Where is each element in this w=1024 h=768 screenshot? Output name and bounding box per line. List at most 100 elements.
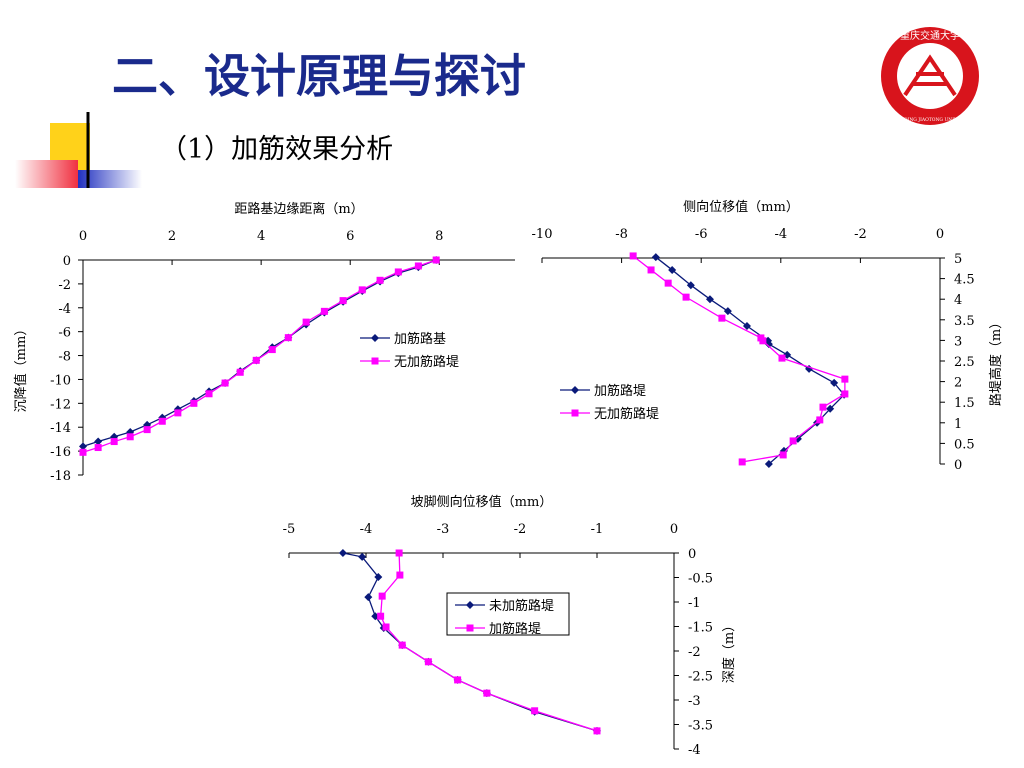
marker [374, 573, 383, 582]
marker [571, 409, 579, 417]
legend-label: 未加筋路堤 [489, 598, 554, 614]
x-tick-label: -10 [532, 227, 553, 242]
x-tick-label: -8 [615, 227, 628, 242]
x-tick-label: 8 [435, 229, 443, 244]
marker [424, 658, 432, 666]
marker [686, 281, 695, 290]
y-tick-label: 2.5 [954, 355, 975, 370]
marker [841, 390, 849, 398]
series-line [82, 259, 437, 453]
legend-label: 无加筋路堤 [594, 406, 659, 422]
marker [629, 252, 637, 260]
marker [268, 346, 276, 354]
marker [358, 286, 366, 294]
y-tick-label: -1.5 [688, 621, 713, 636]
y-axis-title: 路堤高度（m） [988, 316, 1004, 406]
marker [778, 354, 786, 362]
marker [364, 593, 373, 602]
marker [358, 552, 367, 561]
y-tick-label: 0 [688, 547, 696, 562]
x-tick-label: 6 [346, 229, 354, 244]
marker [841, 375, 849, 383]
x-tick-label: -2 [854, 227, 867, 242]
x-tick-label: -4 [360, 522, 373, 537]
marker [158, 417, 166, 425]
x-tick-label: -2 [514, 522, 527, 537]
marker [174, 409, 182, 417]
y-tick-label: 0.5 [954, 437, 975, 452]
y-tick-label: -1 [688, 596, 701, 611]
y-tick-label: -18 [50, 469, 71, 484]
marker [396, 571, 404, 579]
marker [94, 444, 102, 452]
logo-name: 重庆交通大学 [900, 29, 960, 42]
marker [742, 321, 751, 330]
marker [826, 404, 835, 413]
marker [738, 458, 746, 466]
marker [94, 437, 103, 446]
logo: 重庆交通大学 CHONGQING JIAOTONG UNIVERSITY [881, 27, 979, 125]
marker [252, 356, 260, 364]
legend-label: 加筋路堤 [489, 621, 541, 637]
deco-bar [15, 160, 78, 188]
y-tick-label: 1.5 [954, 396, 975, 411]
series-line [342, 552, 598, 732]
marker [378, 592, 386, 600]
marker [284, 334, 292, 342]
marker [651, 253, 660, 262]
marker [466, 624, 474, 632]
y-tick-label: 3 [954, 334, 962, 349]
legend-label: 加筋路基 [394, 331, 446, 347]
x-tick-label: -5 [283, 522, 296, 537]
marker [432, 256, 440, 264]
marker [338, 549, 347, 557]
marker [394, 268, 402, 276]
y-tick-label: 4 [954, 293, 962, 308]
marker [816, 416, 824, 424]
x-tick-label: -1 [591, 522, 604, 537]
x-axis-title: 侧向位移值（mm） [683, 199, 799, 215]
marker [395, 549, 403, 557]
x-tick-label: 0 [670, 522, 678, 537]
marker [110, 438, 118, 446]
marker [339, 297, 347, 305]
x-tick-label: -3 [437, 522, 450, 537]
series-line [379, 552, 598, 732]
y-tick-label: 0 [63, 254, 71, 269]
marker [377, 612, 385, 620]
y-tick-label: 3.5 [954, 314, 975, 329]
marker [764, 340, 773, 349]
marker [789, 437, 797, 445]
marker [571, 386, 579, 394]
marker [371, 334, 379, 342]
x-axis-title: 距路基边缘距离（m） [234, 201, 363, 217]
y-tick-label: -2 [58, 278, 71, 293]
marker [79, 448, 87, 456]
y-tick-label: -14 [50, 421, 71, 436]
deco-bar [78, 170, 142, 188]
y-tick-label: -10 [50, 373, 71, 388]
marker [718, 314, 726, 322]
marker [414, 262, 422, 270]
marker [454, 676, 462, 684]
marker [190, 399, 198, 407]
legend-label: 加筋路堤 [594, 383, 646, 399]
y-tick-label: -2 [688, 645, 701, 660]
x-tick-label: -6 [695, 227, 708, 242]
marker [382, 623, 390, 631]
marker [126, 433, 134, 441]
logo-name-en: CHONGQING JIAOTONG UNIVERSITY [885, 117, 975, 123]
y-tick-label: -2.5 [688, 670, 713, 685]
y-tick-label: -12 [50, 397, 71, 412]
marker [593, 727, 601, 735]
y-tick-label: 5 [954, 252, 962, 267]
y-axis-title: 深度（m） [721, 619, 737, 683]
x-tick-label: 2 [168, 229, 176, 244]
marker [830, 378, 839, 387]
marker [398, 641, 406, 649]
slide-title: 二、设计原理与探讨 [112, 49, 526, 103]
y-axis-title: 沉降值（mm） [13, 323, 29, 413]
marker [668, 265, 677, 274]
y-tick-label: -3.5 [688, 719, 713, 734]
